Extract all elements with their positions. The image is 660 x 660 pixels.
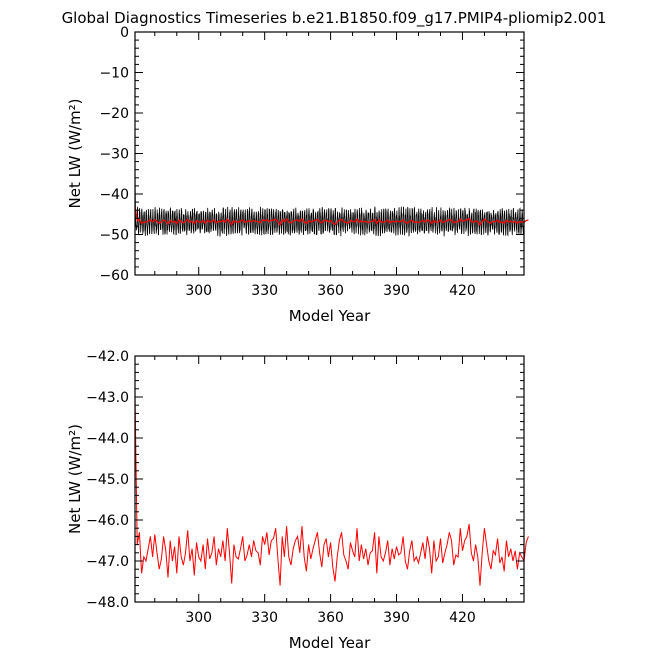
y-tick-label: −40 xyxy=(99,187,129,203)
top-panel: 300 330 360 390 420 −60 −50 −40 −30 −20 −10 0 Model … xyxy=(66,25,529,325)
y-tick-label: −45.0 xyxy=(86,472,129,488)
y-tick-label: −44.0 xyxy=(86,431,129,447)
series-annual-mean-line xyxy=(134,394,529,586)
y-tick-label: −10 xyxy=(99,66,129,82)
y-tick-label: −20 xyxy=(99,106,129,122)
series-monthly-line xyxy=(134,153,525,237)
x-axis-label: Model Year xyxy=(289,307,371,325)
bottom-panel: 300 330 360 390 420 −48.0 −47.0 −46.0 −45.0 −44.0… xyxy=(66,349,529,652)
x-axis-label: Model Year xyxy=(289,634,371,652)
y-axis-label: Net LW (W/m²) xyxy=(66,99,84,209)
plot-frame xyxy=(134,31,525,276)
x-tick-label: 360 xyxy=(317,610,344,626)
x-tick-label: 300 xyxy=(185,610,212,626)
y-tick-label: −43.0 xyxy=(86,390,129,406)
x-tick-label: 390 xyxy=(383,283,410,299)
x-tick-label: 420 xyxy=(449,283,476,299)
y-tick-label: −42.0 xyxy=(86,349,129,365)
y-tick-label: −50 xyxy=(99,228,129,244)
y-tick-label: 0 xyxy=(120,25,129,41)
y-axis-label: Net LW (W/m²) xyxy=(66,424,84,534)
chart-title: Global Diagnostics Timeseries b.e21.B185… xyxy=(62,9,607,28)
y-tick-label: −46.0 xyxy=(86,513,129,529)
x-tick-label: 300 xyxy=(185,283,212,299)
x-tick-label: 420 xyxy=(449,610,476,626)
y-tick-label: −47.0 xyxy=(86,554,129,570)
y-tick-label: −48.0 xyxy=(86,595,129,611)
x-tick-label: 330 xyxy=(251,283,278,299)
y-tick-label: −60 xyxy=(99,268,129,284)
y-tick-label: −30 xyxy=(99,147,129,163)
series-annual-mean-line xyxy=(134,205,529,226)
x-tick-label: 330 xyxy=(251,610,278,626)
x-tick-label: 360 xyxy=(317,283,344,299)
x-tick-label: 390 xyxy=(383,610,410,626)
